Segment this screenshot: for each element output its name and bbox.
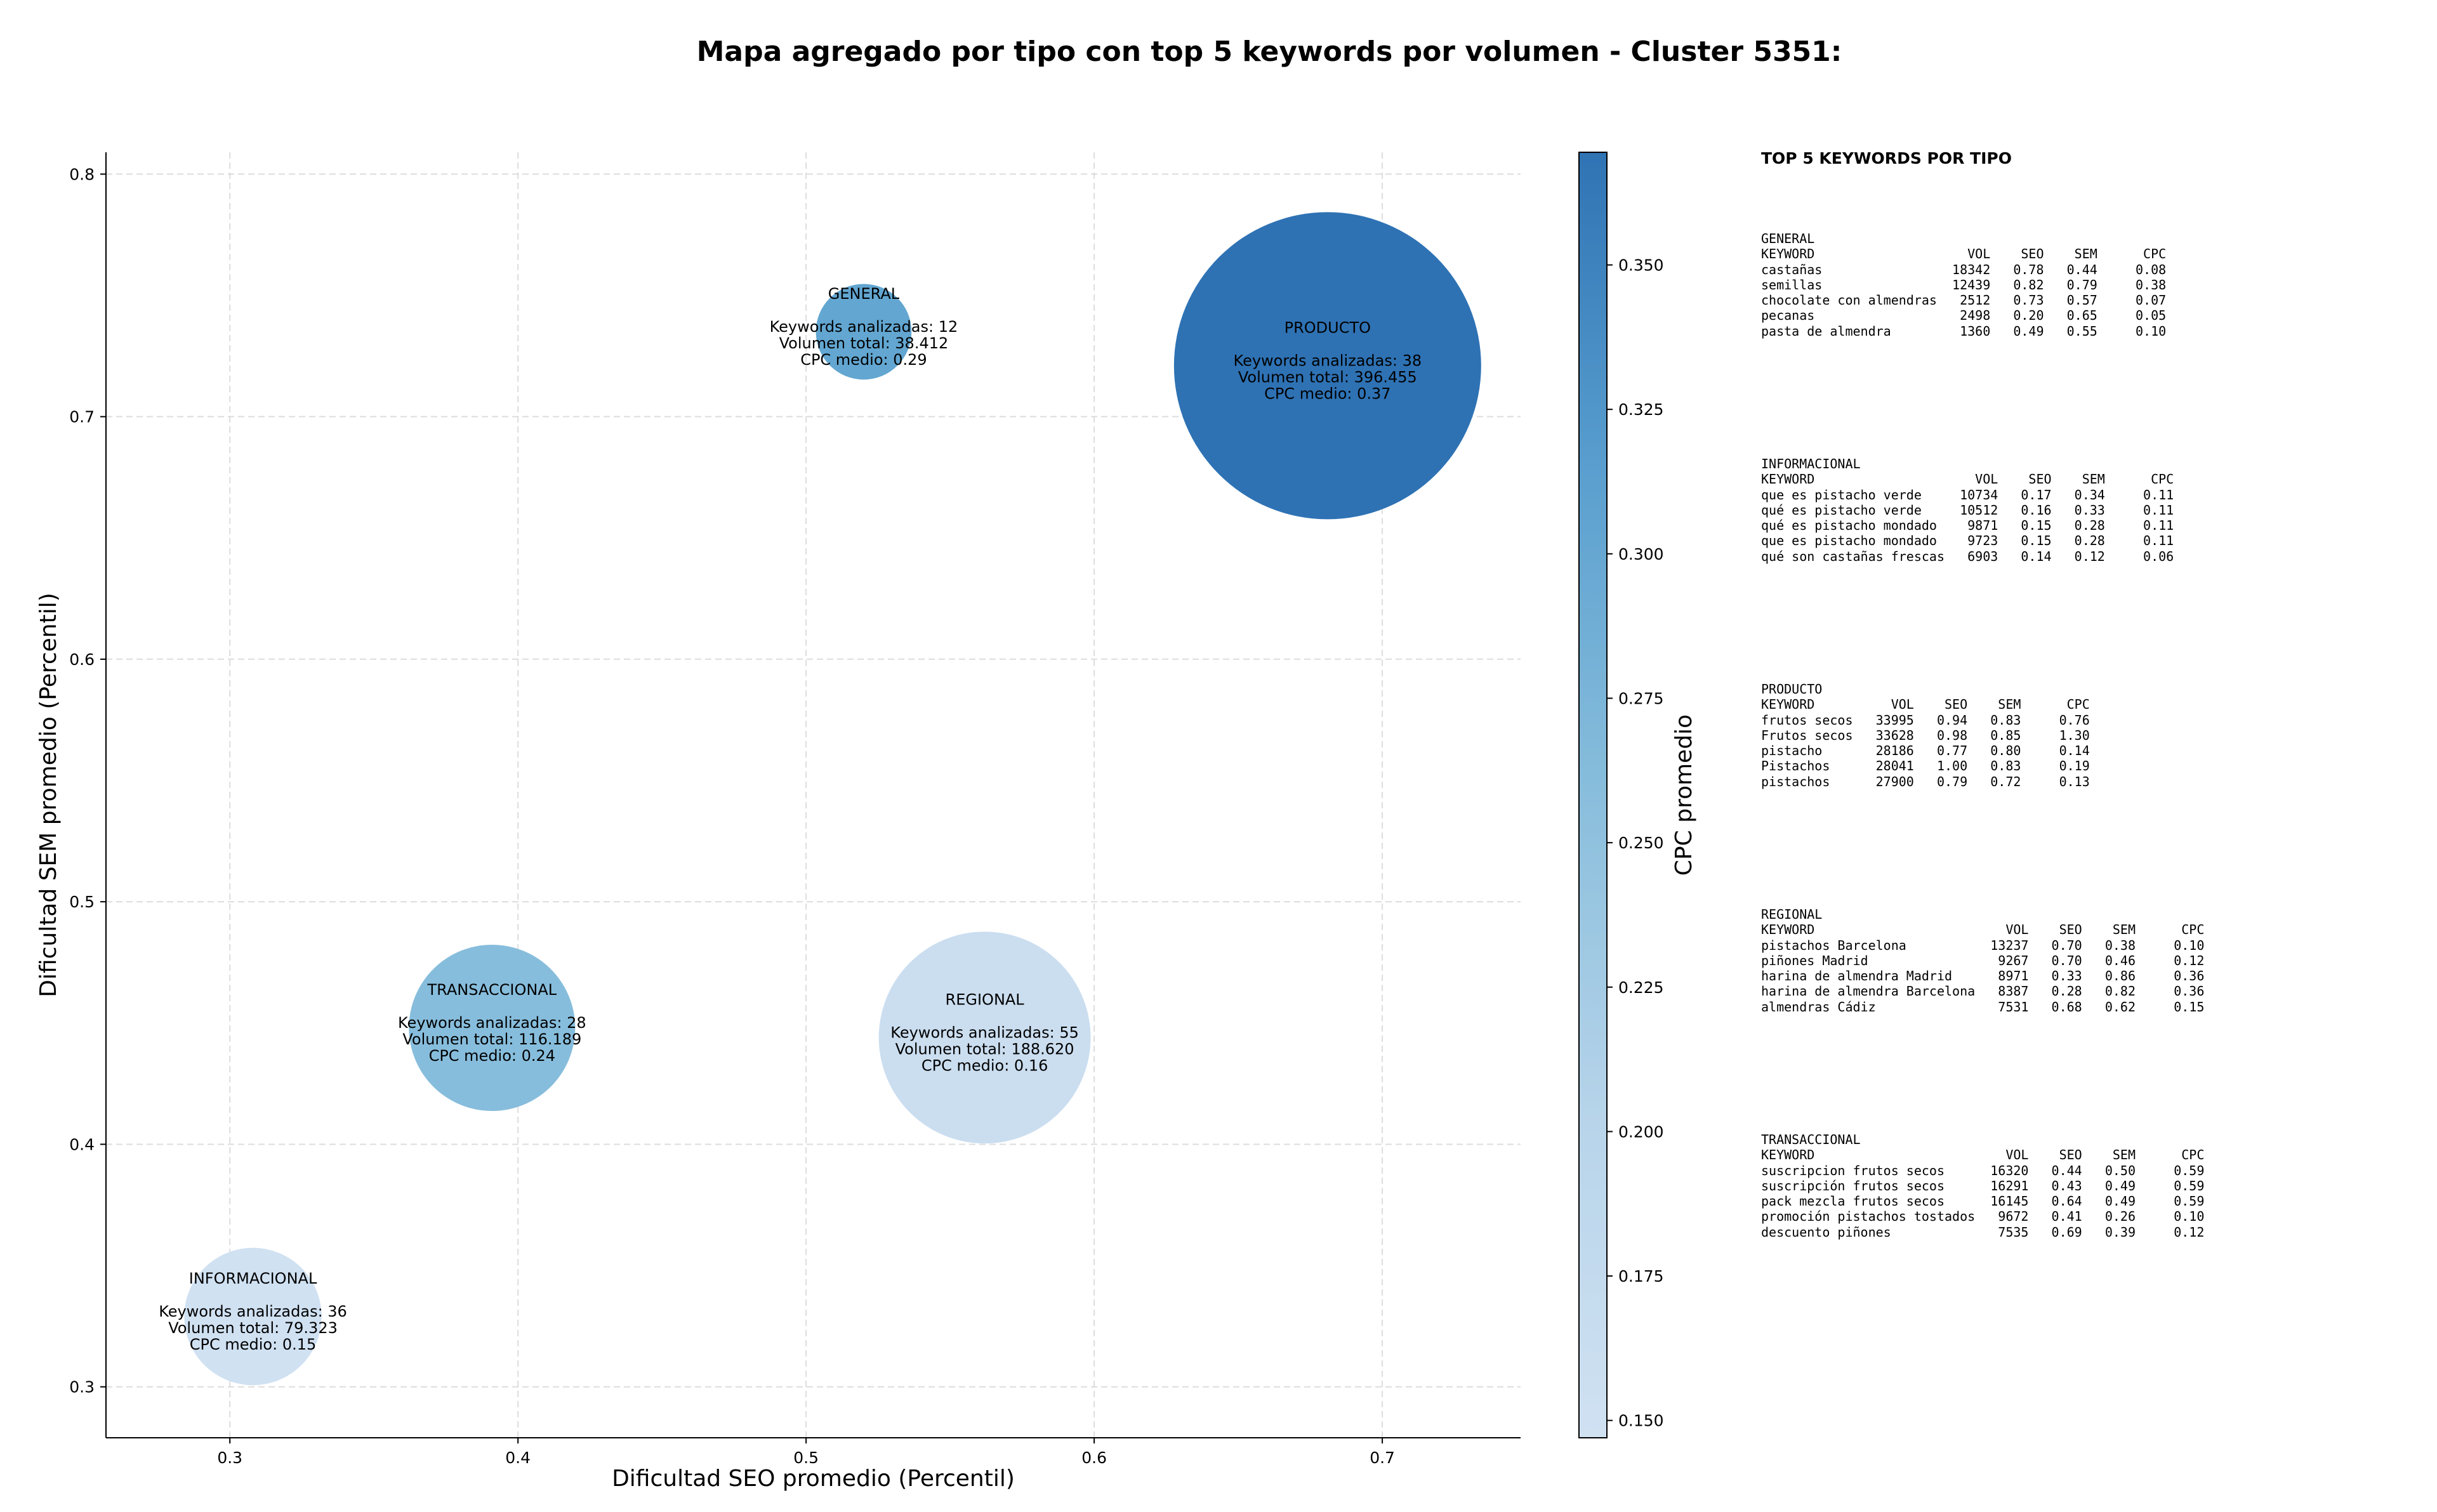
colorbar-tick-label: 0.175 (1618, 1267, 1664, 1285)
bubble-annotation: Keywords analizadas: 38 (1234, 352, 1422, 369)
bubble-circle (184, 1247, 322, 1386)
colorbar-tick-label: 0.250 (1618, 834, 1664, 852)
x-tick-label: 0.4 (505, 1449, 531, 1467)
colorbar-tick-label: 0.225 (1618, 978, 1664, 997)
keyword-table-general: GENERAL KEYWORD VOL SEO SEM CPC castañas… (1761, 231, 2167, 339)
colorbar-tick-label: 0.325 (1618, 400, 1664, 419)
x-tick-label: 0.3 (217, 1449, 242, 1467)
bubble-annotation: CPC medio: 0.15 (190, 1336, 317, 1353)
bubble-annotation: CPC medio: 0.24 (429, 1047, 556, 1065)
x-tick-label: 0.7 (1370, 1449, 1395, 1467)
keyword-table-transaccional: TRANSACCIONAL KEYWORD VOL SEO SEM CPC su… (1761, 1132, 2205, 1240)
y-axis-label: Dificultad SEM promedio (Percentil) (36, 593, 62, 997)
bubble-circle (1173, 212, 1481, 520)
bubble-transaccional: TRANSACCIONAL Keywords analizadas: 28Volu… (398, 944, 586, 1111)
y-tick-label: 0.3 (69, 1378, 95, 1397)
y-tick-label: 0.6 (69, 650, 95, 669)
bubble-annotation: CPC medio: 0.37 (1264, 385, 1391, 402)
top-keywords-panel: TOP 5 KEYWORDS POR TIPO GENERAL KEYWORD … (1761, 149, 2421, 1357)
bubble-annotation: Keywords analizadas: 12 (770, 318, 958, 336)
panel-title: TOP 5 KEYWORDS POR TIPO (1761, 149, 2012, 168)
bubble-annotation: CPC medio: 0.16 (921, 1056, 1048, 1074)
x-axis-label: Dificultad SEO promedio (Percentil) (612, 1466, 1015, 1492)
keyword-table-informacional: INFORMACIONAL KEYWORD VOL SEO SEM CPC qu… (1761, 456, 2174, 564)
bubble-annotation: Volumen total: 79.323 (168, 1319, 338, 1337)
bubble-annotation: Keywords analizadas: 55 (890, 1023, 1079, 1041)
bubble-circle (816, 284, 912, 380)
keyword-table-regional: REGIONAL KEYWORD VOL SEO SEM CPC pistach… (1761, 907, 2205, 1015)
colorbar-tick-label: 0.300 (1618, 545, 1664, 563)
y-tick-label: 0.4 (69, 1135, 95, 1154)
bubble-label: REGIONAL (946, 990, 1025, 1008)
bubble-informacional: INFORMACIONAL Keywords analizadas: 36Volu… (159, 1247, 347, 1386)
colorbar-label: CPC promedio (1671, 714, 1697, 876)
chart-title: Mapa agregado por tipo con top 5 keyword… (696, 36, 1842, 68)
colorbar-tick-label: 0.350 (1618, 256, 1664, 275)
colorbar-gradient (1578, 152, 1608, 1438)
bubble-annotation: Volumen total: 188.620 (895, 1040, 1074, 1058)
bubble-label: INFORMACIONAL (189, 1270, 317, 1287)
colorbar-tick-label: 0.200 (1618, 1122, 1664, 1141)
bubble-label: GENERAL (828, 285, 900, 303)
y-tick-label: 0.5 (69, 893, 95, 911)
x-tick-label: 0.5 (793, 1449, 819, 1467)
bubble-label: TRANSACCIONAL (427, 981, 557, 999)
bubble-circle (409, 944, 576, 1111)
x-tick-label: 0.6 (1081, 1449, 1107, 1467)
bubble-annotation: CPC medio: 0.29 (800, 351, 927, 369)
colorbar-tick-label: 0.150 (1618, 1412, 1664, 1430)
bubble-annotation: Keywords analizadas: 36 (159, 1303, 347, 1320)
bubble-label: PRODUCTO (1285, 319, 1371, 336)
bubble-annotation: Keywords analizadas: 28 (398, 1014, 586, 1032)
colorbar-tick-label: 0.275 (1618, 689, 1664, 707)
bubble-annotation: Volumen total: 396.455 (1238, 368, 1417, 386)
bubble-annotation: Volumen total: 116.189 (402, 1030, 581, 1048)
colorbar: 0.150 0.175 0.200 0.225 0.250 0.275 0.300 0.325… (1578, 152, 1697, 1438)
keyword-table-producto: PRODUCTO KEYWORD VOL SEO SEM CPC frutos … (1761, 681, 2090, 789)
bubble-circle (878, 931, 1091, 1144)
y-tick-label: 0.8 (69, 165, 95, 183)
y-tick-label: 0.7 (69, 408, 95, 426)
bubble-annotation: Volumen total: 38.412 (779, 334, 949, 352)
axes: 0.3 0.4 0.5 0.6 0.7 0.3 0.4 0.5 0.6 0.7 0.8 Dificul… (36, 152, 1521, 1492)
